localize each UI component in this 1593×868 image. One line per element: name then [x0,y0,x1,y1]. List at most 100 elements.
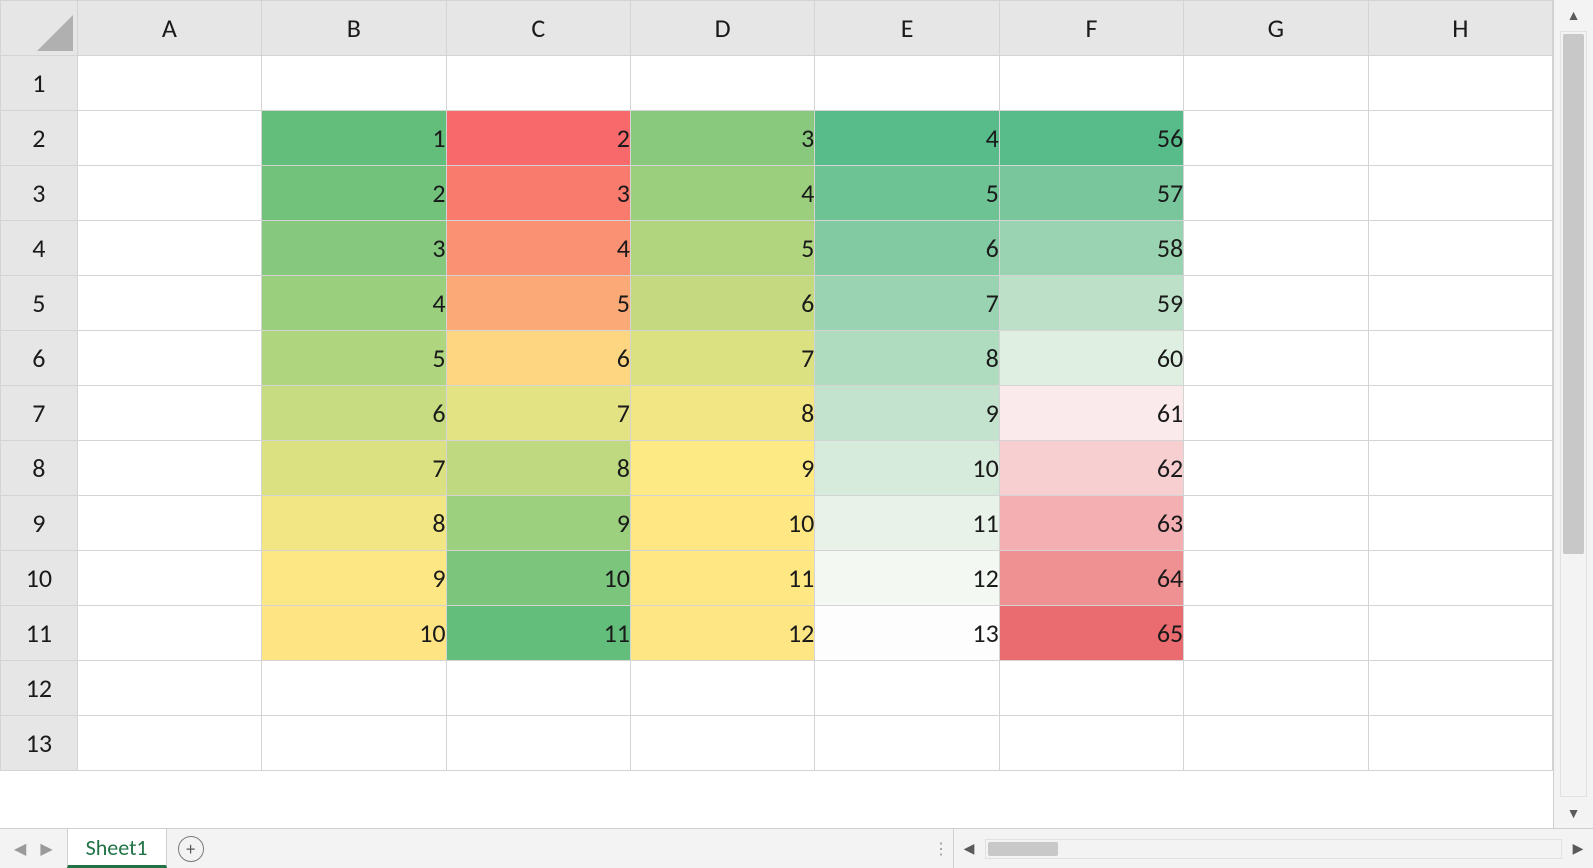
cell[interactable]: 56 [999,111,1183,166]
row-header[interactable]: 3 [1,166,78,221]
cell[interactable] [77,111,261,166]
vertical-scroll-track[interactable] [1560,31,1587,797]
cell[interactable]: 3 [446,166,630,221]
cell[interactable]: 6 [446,331,630,386]
cell[interactable] [77,166,261,221]
cell[interactable] [1184,221,1368,276]
cell[interactable]: 5 [262,331,446,386]
cell[interactable] [1184,496,1368,551]
cell[interactable]: 10 [630,496,814,551]
column-header[interactable]: A [77,1,261,56]
scroll-right-button[interactable]: ▶ [1563,829,1593,868]
column-header[interactable]: E [815,1,999,56]
cell[interactable] [77,496,261,551]
tab-prev-icon[interactable]: ◀ [14,839,26,859]
cell[interactable]: 64 [999,551,1183,606]
horizontal-scroll-track[interactable] [985,839,1562,859]
cell[interactable] [262,56,446,111]
cell[interactable] [630,716,814,771]
row-header[interactable]: 6 [1,331,78,386]
cell[interactable] [1184,661,1368,716]
cell[interactable] [262,716,446,771]
column-header[interactable]: F [999,1,1183,56]
cell[interactable] [77,716,261,771]
cell[interactable] [815,56,999,111]
cell[interactable] [1184,606,1368,661]
cell[interactable] [262,661,446,716]
row-header[interactable]: 10 [1,551,78,606]
cell[interactable]: 5 [446,276,630,331]
cell[interactable]: 4 [446,221,630,276]
add-sheet-button[interactable]: + [167,829,215,868]
cell[interactable] [77,386,261,441]
cell[interactable]: 61 [999,386,1183,441]
column-header[interactable]: C [446,1,630,56]
cell[interactable] [1368,606,1552,661]
cell[interactable] [1368,441,1552,496]
cell[interactable]: 59 [999,276,1183,331]
cell[interactable]: 8 [815,331,999,386]
cell[interactable]: 11 [815,496,999,551]
cell[interactable]: 10 [262,606,446,661]
cell[interactable] [77,551,261,606]
cell[interactable] [77,221,261,276]
cell[interactable]: 7 [630,331,814,386]
cell[interactable]: 7 [262,441,446,496]
scroll-left-button[interactable]: ◀ [954,829,984,868]
cell[interactable]: 12 [630,606,814,661]
column-header[interactable]: D [630,1,814,56]
cell[interactable]: 3 [262,221,446,276]
cell[interactable] [77,441,261,496]
tab-next-icon[interactable]: ▶ [40,839,52,859]
cell[interactable]: 4 [630,166,814,221]
cell[interactable]: 8 [630,386,814,441]
select-all-corner[interactable] [1,1,78,56]
vertical-scrollbar[interactable]: ▲ ▼ [1553,0,1593,828]
cell[interactable]: 65 [999,606,1183,661]
cell[interactable] [446,661,630,716]
cell[interactable] [1184,551,1368,606]
horizontal-scrollbar[interactable]: ◀ ▶ [953,829,1593,868]
cell[interactable]: 5 [630,221,814,276]
scroll-down-button[interactable]: ▼ [1554,798,1593,828]
cell[interactable] [1184,166,1368,221]
row-header[interactable]: 13 [1,716,78,771]
cell[interactable]: 1 [262,111,446,166]
cell[interactable]: 9 [815,386,999,441]
column-header[interactable]: H [1368,1,1552,56]
cell[interactable] [1368,56,1552,111]
cell[interactable]: 3 [630,111,814,166]
cell[interactable]: 9 [630,441,814,496]
cell[interactable]: 6 [630,276,814,331]
cell[interactable] [77,56,261,111]
row-header[interactable]: 11 [1,606,78,661]
cell[interactable]: 7 [815,276,999,331]
cell[interactable] [1184,276,1368,331]
scroll-up-button[interactable]: ▲ [1554,0,1593,30]
cell[interactable] [1368,496,1552,551]
cell[interactable] [999,661,1183,716]
cell[interactable] [999,56,1183,111]
cell[interactable]: 58 [999,221,1183,276]
cell[interactable] [77,331,261,386]
column-header[interactable]: G [1184,1,1368,56]
cell[interactable]: 10 [446,551,630,606]
cell[interactable]: 8 [446,441,630,496]
cell[interactable] [77,661,261,716]
row-header[interactable]: 7 [1,386,78,441]
cell[interactable]: 9 [262,551,446,606]
cell[interactable]: 6 [262,386,446,441]
row-header[interactable]: 2 [1,111,78,166]
worksheet-grid[interactable]: ABCDEFGH12123456323455743456585456759656… [0,0,1553,828]
cell[interactable] [446,56,630,111]
cell[interactable] [1368,276,1552,331]
cell[interactable] [815,716,999,771]
horizontal-scroll-thumb[interactable] [988,842,1058,856]
sheet-tab-active[interactable]: Sheet1 [67,829,167,868]
cell[interactable] [1184,386,1368,441]
cell[interactable]: 12 [815,551,999,606]
cell[interactable] [77,606,261,661]
cell[interactable]: 6 [815,221,999,276]
cell[interactable]: 9 [446,496,630,551]
row-header[interactable]: 8 [1,441,78,496]
